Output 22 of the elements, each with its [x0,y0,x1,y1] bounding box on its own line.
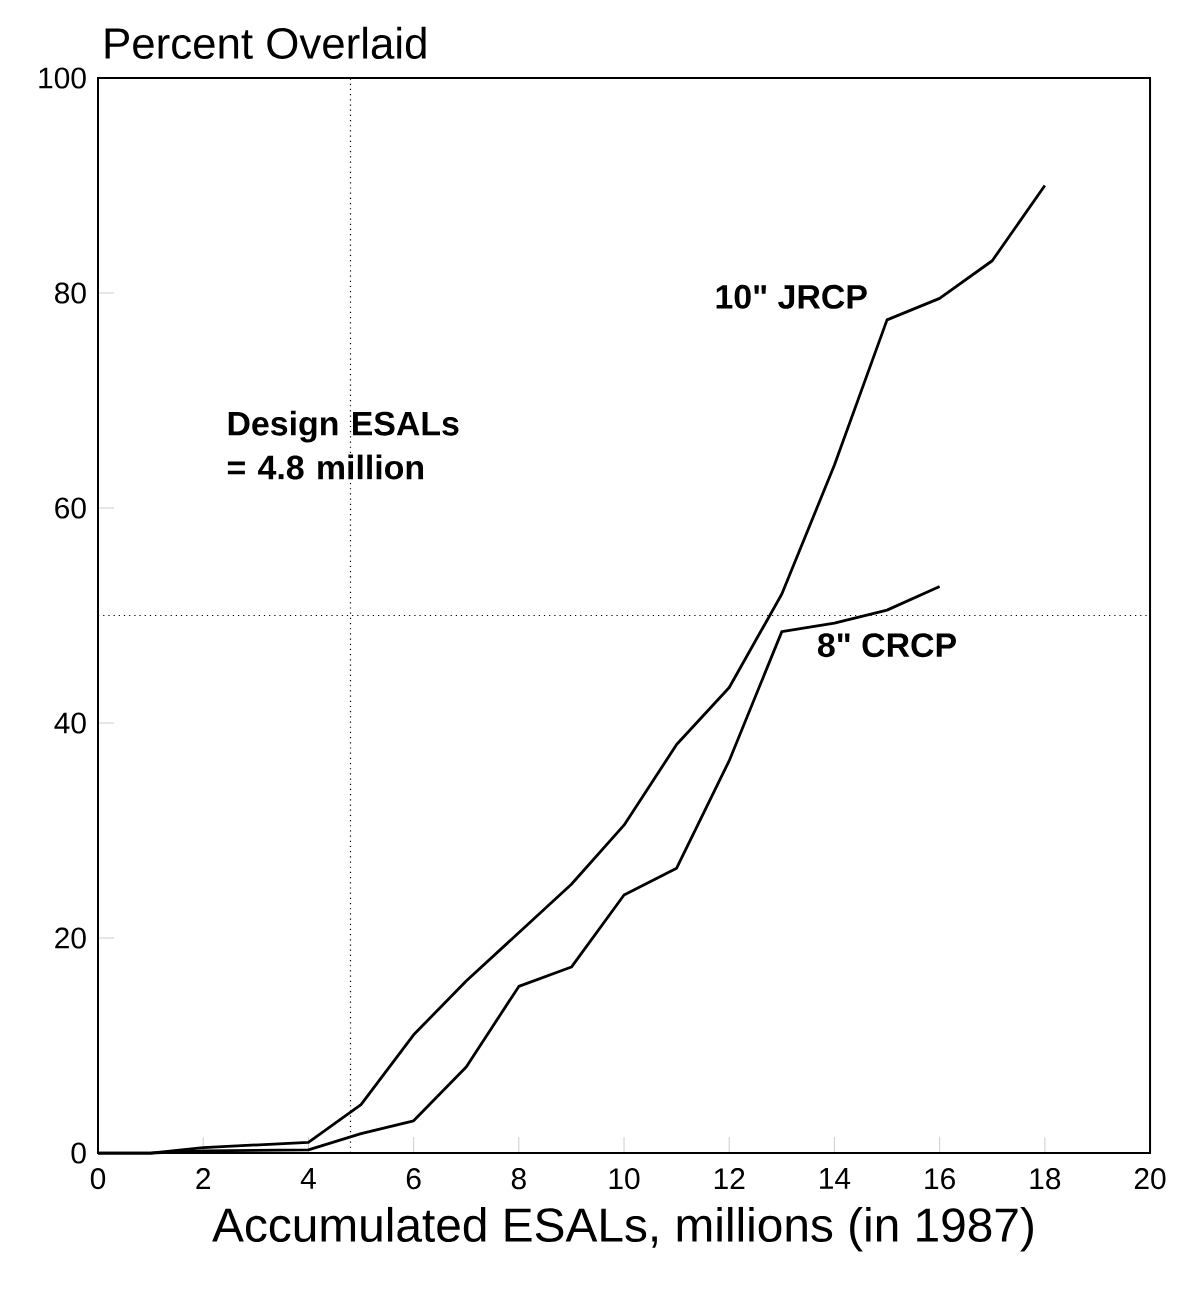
y-axis-title: Percent Overlaid [105,26,426,59]
x-tick-label: 14 [820,1168,851,1189]
y-tick-label: 100 [39,67,86,89]
x-tick-label: 2 [196,1168,211,1189]
x-tick-label: 0 [90,1168,106,1190]
y-tick-label: 80 [55,282,86,304]
y-tick-label: 0 [71,1142,86,1164]
ref-line-label: Design ESALs = 4.8 million [227,410,459,480]
x-tick-label: 8 [511,1168,526,1190]
x-tick-label: 12 [714,1168,745,1189]
x-tick-label: 4 [300,1168,316,1189]
y-tick-label: 40 [54,712,86,734]
series-label: 8" CRCP [817,633,956,658]
x-axis-title: Accumulated ESALs, millions (in 1987) [212,1206,1033,1252]
x-tick-label: 20 [1134,1168,1166,1190]
x-tick-label: 18 [1030,1168,1061,1190]
x-tick-label: 16 [925,1168,955,1190]
x-tick-label: 6 [406,1168,421,1190]
y-tick-label: 20 [55,927,86,949]
x-tick-label: 10 [609,1168,640,1190]
series-label: 10" JRCP [716,284,867,309]
y-tick-label: 60 [55,497,86,519]
